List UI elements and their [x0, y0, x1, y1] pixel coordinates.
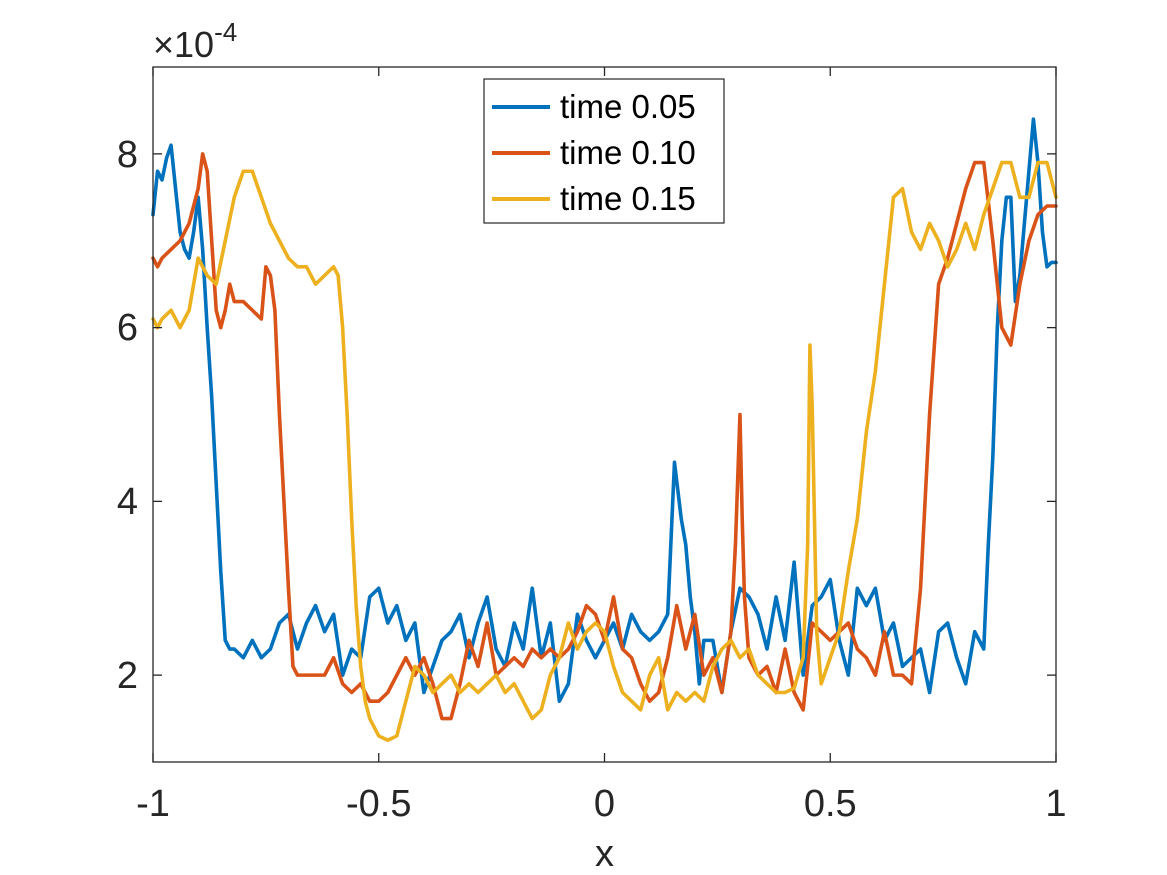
y-exponent-power: -4: [214, 17, 237, 47]
legend-label-time-0.15: time 0.15: [560, 180, 696, 217]
x-tick-label-neg1: -1: [136, 783, 170, 825]
series-line-time-0.05: [151, 117, 1058, 703]
legend-label-time-0.10: time 0.10: [560, 134, 696, 171]
y-tick-label-2: 2: [117, 655, 138, 697]
x-tick-label-1: 1: [1045, 783, 1066, 825]
x-tick-label-0.5: 0.5: [804, 783, 857, 825]
y-tick-label-6: 6: [117, 307, 138, 349]
tick-marks: [152, 67, 1057, 762]
x-tick-label-0: 0: [594, 783, 615, 825]
y-axis-exponent: ×10-4: [153, 17, 237, 65]
x-tick-label-neg0.5: -0.5: [346, 783, 411, 825]
legend-label-time-0.05: time 0.05: [560, 88, 696, 125]
series-line-time-0.15: [151, 160, 1058, 743]
series-lines: [151, 117, 1058, 743]
x-axis-label: x: [595, 833, 614, 875]
y-exponent-base: ×10: [153, 24, 214, 65]
y-tick-label-8: 8: [117, 134, 138, 176]
y-tick-label-4: 4: [117, 481, 138, 523]
legend: time 0.05 time 0.10 time 0.15: [483, 78, 725, 224]
